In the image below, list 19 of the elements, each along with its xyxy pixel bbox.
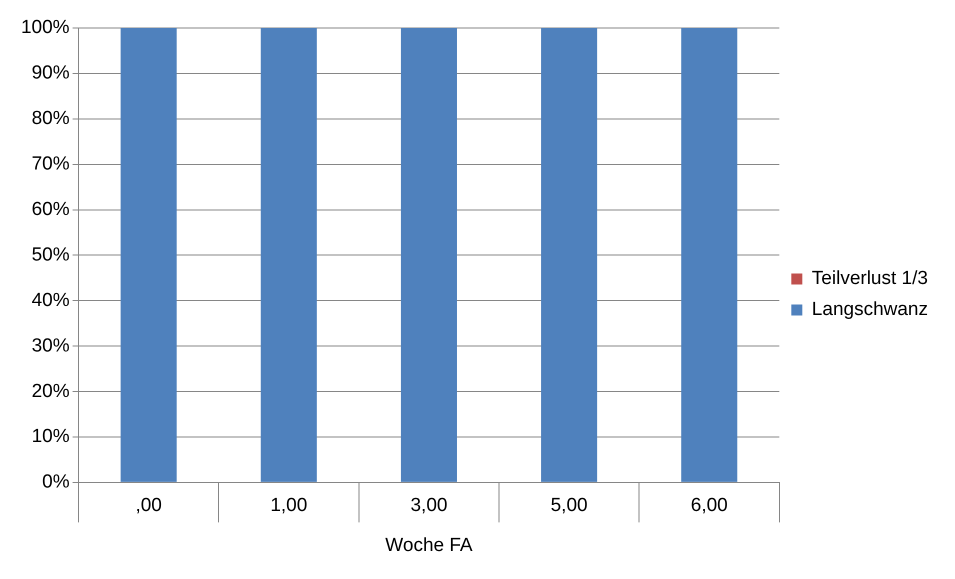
y-tick-label: 10% [32,426,70,448]
legend-label: Teilverlust 1/3 [812,268,928,290]
x-tick-label: 3,00 [410,495,448,516]
y-tick-label: 40% [32,290,70,311]
y-tick-label: 30% [32,335,70,356]
y-tick-label: 0% [42,472,70,493]
x-axis-title: Woche FA [385,534,473,556]
y-tick-label: 70% [32,154,70,175]
x-tick-label: 5,00 [550,495,588,516]
y-tick-label: 60% [32,198,70,220]
x-tick-label: ,00 [135,495,162,516]
x-tick-label: 6,00 [690,495,728,516]
x-tick-label: 1,00 [270,495,308,516]
y-tick-label: 50% [32,244,70,266]
legend-label: Langschwanz [812,299,928,320]
y-tick-label: 80% [32,108,70,130]
y-tick-label: 100% [20,17,70,38]
y-tick-label: 90% [32,62,70,84]
y-tick-label: 20% [32,380,70,402]
